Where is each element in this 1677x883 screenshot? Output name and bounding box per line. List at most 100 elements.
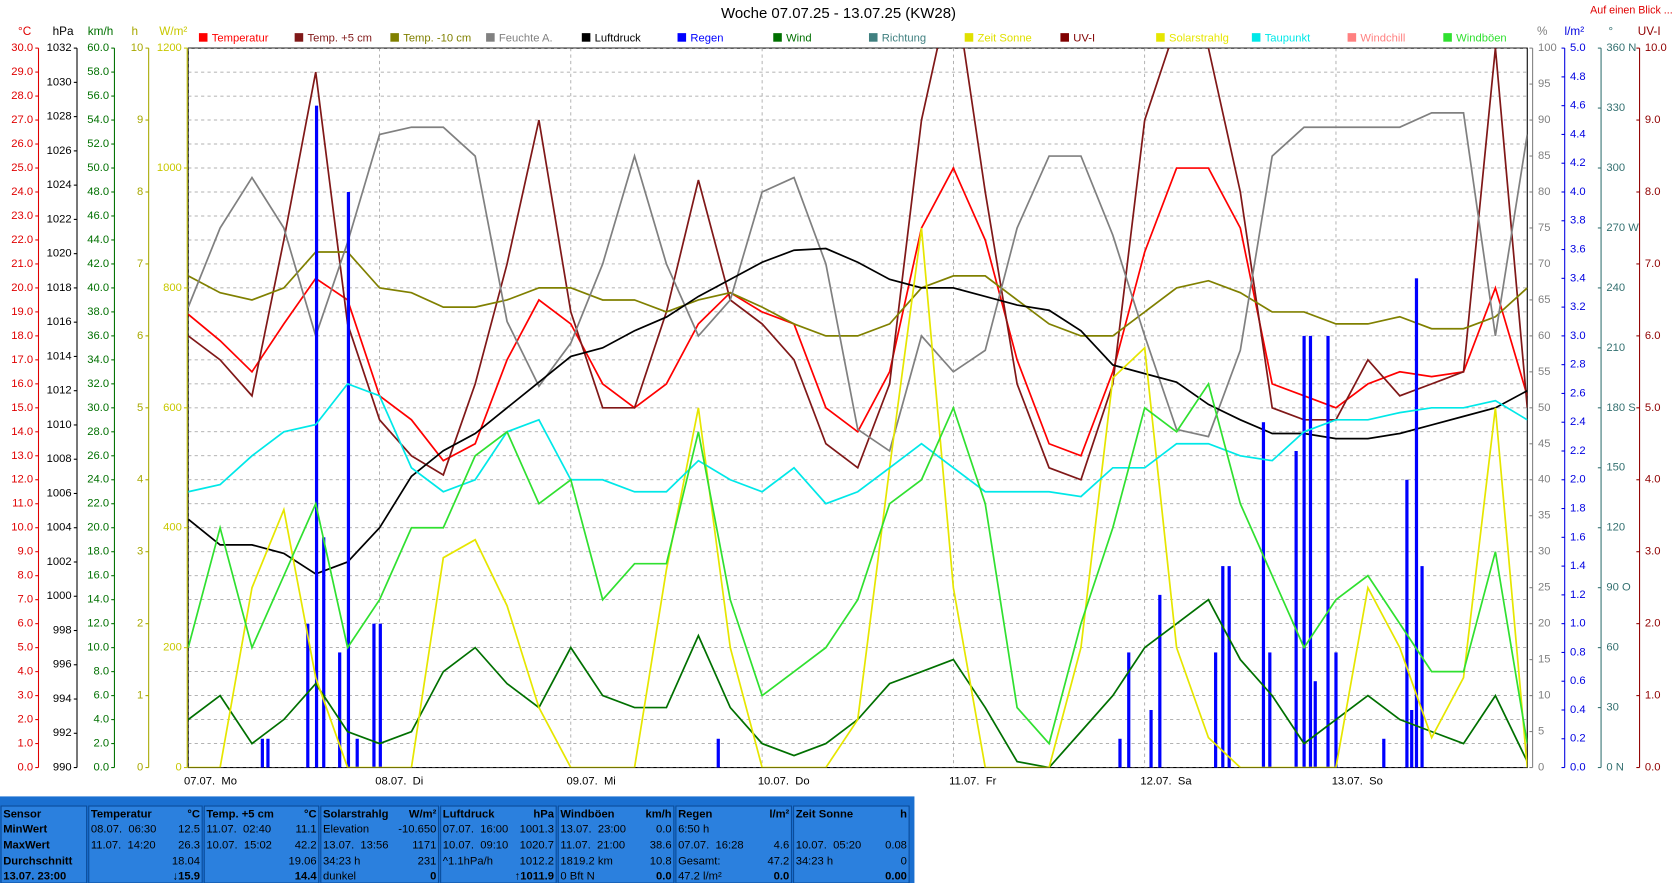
row-label: 07.07. 16:28 — [678, 840, 744, 852]
legend-label: Temp. -10 cm — [403, 32, 471, 44]
legend-label: Feuchte A. — [499, 32, 553, 44]
row-label: 08.07. 06:30 — [91, 824, 157, 836]
legend-swatch — [1347, 33, 1357, 42]
y-tick-label: 0.4 — [1570, 704, 1586, 716]
y-tick-label: 60.0 — [87, 42, 109, 54]
x-tick-label: 10.07. Do — [758, 775, 810, 787]
row-label: MaxWert — [3, 840, 50, 852]
row-label: 47.2 l/m² — [678, 871, 722, 883]
y-tick-label: 4.8 — [1570, 71, 1586, 83]
y-tick-label: 0.0 — [93, 762, 109, 774]
column-header: Luftdruck — [443, 809, 496, 821]
row-label: Elevation — [323, 824, 369, 836]
y-tick-label: 58.0 — [87, 66, 109, 78]
column-header: Temp. +5 cm — [206, 809, 273, 821]
y-tick-label: 3.4 — [1570, 272, 1586, 284]
legend-label: Windchill — [1360, 32, 1405, 44]
row-value: 14.4 — [295, 871, 318, 883]
overview-link[interactable]: Auf einen Blick ... — [1590, 5, 1673, 17]
column-header: Sensor — [3, 809, 42, 821]
y-tick-label: 22.0 — [87, 498, 109, 510]
y-tick-label: 70 — [1538, 258, 1550, 270]
y-tick-label: 360 N — [1606, 42, 1636, 54]
y-tick-label: 0 — [137, 762, 143, 774]
y-tick-label: 0.2 — [1570, 733, 1586, 745]
row-value: 11.1 — [296, 824, 317, 836]
y-tick-label: 23.0 — [11, 210, 33, 222]
rain-bar — [1268, 652, 1272, 768]
table-column — [440, 805, 557, 883]
row-label: 34:23 h — [796, 856, 833, 868]
y-tick-label: 44.0 — [87, 234, 109, 246]
rain-bar — [372, 623, 376, 768]
column-header: Zeit Sonne — [796, 809, 853, 821]
y-tick-label: 20 — [1538, 618, 1550, 630]
y-tick-label: 36.0 — [87, 330, 109, 342]
y-tick-label: 29.0 — [11, 66, 33, 78]
rain-bar — [1158, 594, 1162, 768]
y-tick-label: 46.0 — [87, 210, 109, 222]
x-tick-label: 09.07. Mi — [567, 775, 616, 787]
y-tick-label: 60 — [1606, 642, 1618, 654]
y-tick-label: 1030 — [47, 76, 72, 88]
y-tick-label: 4.4 — [1570, 128, 1586, 140]
row-value: 0 — [430, 871, 436, 883]
legend-label: UV-I — [1073, 32, 1095, 44]
y-tick-label: 32.0 — [87, 378, 109, 390]
column-unit: h — [900, 809, 907, 821]
y-tick-label: 15.0 — [11, 402, 33, 414]
row-label: 11.07. 02:40 — [206, 824, 271, 836]
rain-bar — [1227, 566, 1231, 768]
y-tick-label: 90 — [1538, 114, 1550, 126]
y-tick-label: 10.0 — [87, 642, 109, 654]
axis-unit: UV-I — [1638, 25, 1661, 38]
rain-bar — [346, 191, 351, 768]
y-tick-label: 50 — [1538, 402, 1550, 414]
y-tick-label: 1.6 — [1570, 531, 1586, 543]
y-tick-label: 45 — [1538, 438, 1550, 450]
y-tick-label: 1006 — [47, 487, 72, 499]
y-tick-label: 2 — [137, 618, 143, 630]
row-label: MinWert — [3, 824, 47, 836]
y-tick-label: 210 — [1606, 342, 1625, 354]
y-tick-label: 42.0 — [87, 258, 109, 270]
y-tick-label: 30.0 — [87, 402, 109, 414]
y-tick-label: 4.0 — [93, 714, 109, 726]
y-tick-label: 50.0 — [87, 162, 109, 174]
y-tick-label: 200 — [163, 642, 182, 654]
y-tick-label: 3.6 — [1570, 244, 1586, 256]
y-tick-label: 30 — [1606, 702, 1618, 714]
y-tick-label: 20.0 — [87, 522, 109, 534]
column-unit: °C — [187, 809, 200, 821]
y-tick-label: 5.0 — [1645, 402, 1661, 414]
rain-bar — [266, 738, 270, 768]
y-tick-label: 11.0 — [12, 498, 33, 510]
y-tick-label: 270 W — [1606, 222, 1639, 234]
y-tick-label: 12.0 — [87, 618, 109, 630]
table-column — [88, 805, 203, 883]
row-label: 11.07. 21:00 — [560, 840, 625, 852]
y-tick-label: 1032 — [47, 42, 72, 54]
y-tick-label: 20.0 — [11, 282, 33, 294]
y-tick-label: 28.0 — [11, 90, 33, 102]
y-tick-label: 65 — [1538, 294, 1550, 306]
axis-unit: W/m² — [159, 25, 187, 38]
y-tick-label: 24.0 — [11, 186, 33, 198]
y-tick-label: 35 — [1538, 510, 1550, 522]
y-tick-label: 85 — [1538, 150, 1550, 162]
y-tick-label: 1002 — [47, 556, 72, 568]
row-label: Gesamt: — [678, 856, 720, 868]
y-tick-label: 5 — [137, 402, 143, 414]
y-tick-label: 2.2 — [1570, 445, 1586, 457]
y-tick-label: 22.0 — [11, 234, 33, 246]
y-tick-label: 600 — [163, 402, 182, 414]
y-tick-label: 1018 — [47, 282, 72, 294]
row-value: ↓15.9 — [173, 871, 200, 883]
y-tick-label: 48.0 — [87, 186, 109, 198]
plot-layer — [188, 48, 1528, 768]
rain-bar — [1149, 709, 1153, 768]
rain-bar — [355, 738, 359, 768]
chart-title: Woche 07.07.25 - 13.07.25 (KW28) — [721, 5, 956, 22]
y-tick-label: 994 — [53, 693, 72, 705]
rain-bar — [1294, 450, 1298, 768]
